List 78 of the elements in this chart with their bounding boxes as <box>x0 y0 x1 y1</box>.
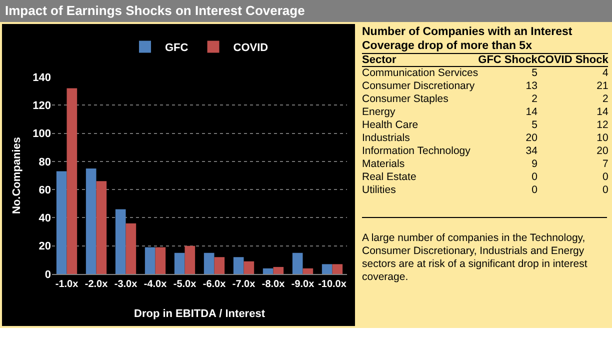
x-tick-label: -3.0x <box>114 279 138 290</box>
data-label: 4 <box>602 66 608 80</box>
bar <box>244 261 254 274</box>
category-label: Real Estate <box>362 171 418 184</box>
bar <box>204 252 214 274</box>
text: COVID Shock <box>537 54 608 66</box>
x-tick-label: -6.0x <box>202 279 226 290</box>
x-tick-label: -1.0x <box>55 279 79 290</box>
category-label: Materials <box>362 158 406 171</box>
data-label: 2 <box>602 93 608 106</box>
data-label: 7 <box>602 158 608 171</box>
data-label: 10 <box>596 132 608 145</box>
data-label: 0 <box>530 171 538 184</box>
bar <box>233 257 244 274</box>
bar <box>292 252 303 274</box>
bar <box>214 257 225 274</box>
category-label: Consumer Staples <box>362 93 450 106</box>
data-label: 20 <box>596 145 608 158</box>
x-tick-label: -4.0x <box>144 279 168 290</box>
category-label: Energy <box>362 106 396 119</box>
category-label: Health Care <box>362 119 420 132</box>
data-label: 21 <box>596 80 608 93</box>
y-tick-label: 100 <box>32 128 51 140</box>
y-axis-title: No.Companies <box>11 136 23 214</box>
y-tick-label: 20 <box>38 240 51 253</box>
bar <box>144 247 156 274</box>
series-label: GFC Shock <box>478 54 538 66</box>
x-tick-label: -2.0x <box>84 279 108 290</box>
bar <box>322 264 332 274</box>
legend-label: COVID <box>233 42 268 54</box>
data-label: 12 <box>596 119 608 132</box>
data-label: 34 <box>524 145 538 158</box>
x-tick-label: -8.0x <box>262 279 286 290</box>
bar <box>56 171 67 274</box>
text: Number of Companies with an Interest Coverage drop of more than 5x <box>362 25 608 54</box>
y-tick-label: 60 <box>38 184 51 196</box>
chart-title: Impact of Earnings Shocks on Interest Coverage <box>0 0 612 22</box>
data-label: 2 <box>530 93 538 106</box>
bar <box>273 266 284 274</box>
bar <box>332 264 343 274</box>
bar <box>96 181 107 274</box>
data-label: 0 <box>530 184 538 197</box>
x-tick-label: -10.0x <box>318 279 347 290</box>
bar <box>174 252 185 274</box>
x-tick-label: -9.0x <box>291 279 315 290</box>
data-label: 5 <box>530 119 538 132</box>
text: Sector <box>362 54 478 66</box>
bar <box>115 209 126 274</box>
bar <box>155 247 166 274</box>
data-label: 5 <box>530 66 538 80</box>
bar <box>184 246 196 274</box>
data-label: 9 <box>530 158 538 171</box>
x-tick-label: -7.0x <box>232 279 256 290</box>
category-label: Information Technology <box>362 145 472 158</box>
y-tick-label: 0 <box>44 268 51 281</box>
bar <box>66 88 78 274</box>
x-axis-title: Drop in EBITDA / Interest <box>134 308 266 320</box>
data-label: 20 <box>524 132 538 145</box>
text: A large number of companies in the Technology, Consumer Discretionary, Industrials and Energy sectors are at risk of a significant drop in interest coverage. <box>362 217 607 284</box>
category-label: Utilities <box>362 184 397 197</box>
y-tick-label: 120 <box>32 100 51 112</box>
data-label: 14 <box>524 106 538 119</box>
category-label: Consumer Discretionary <box>362 80 476 93</box>
bar <box>302 268 314 274</box>
legend-label: GFC <box>165 42 188 54</box>
x-tick-label: -5.0x <box>173 279 197 290</box>
y-tick-label: 140 <box>32 72 51 84</box>
data-label: 13 <box>524 80 538 93</box>
y-tick-label: 80 <box>38 156 51 168</box>
bar <box>86 168 96 274</box>
data-label: 0 <box>602 184 608 197</box>
bar <box>262 268 274 274</box>
data-label: 14 <box>596 106 608 119</box>
bar <box>126 223 136 274</box>
data-label: 0 <box>602 171 608 184</box>
y-tick-label: 40 <box>38 212 51 225</box>
category-label: Communication Services <box>362 66 478 80</box>
category-label: Industrials <box>362 132 411 145</box>
